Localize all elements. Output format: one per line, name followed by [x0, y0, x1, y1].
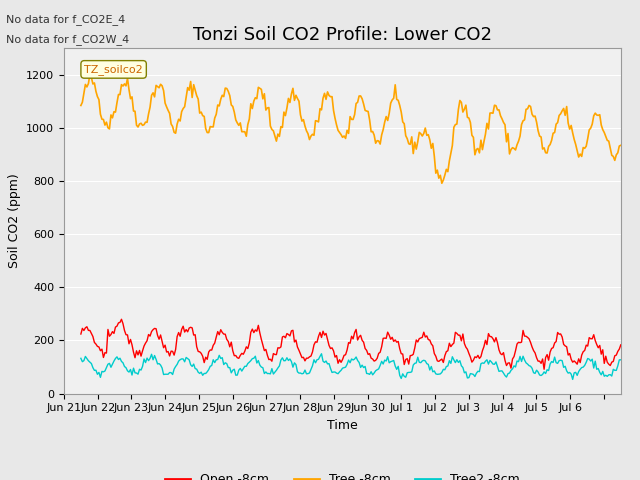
Y-axis label: Soil CO2 (ppm): Soil CO2 (ppm): [8, 173, 20, 268]
Legend: Open -8cm, Tree -8cm, Tree2 -8cm: Open -8cm, Tree -8cm, Tree2 -8cm: [159, 468, 525, 480]
Text: No data for f_CO2W_4: No data for f_CO2W_4: [6, 34, 130, 45]
Title: Tonzi Soil CO2 Profile: Lower CO2: Tonzi Soil CO2 Profile: Lower CO2: [193, 25, 492, 44]
Text: No data for f_CO2E_4: No data for f_CO2E_4: [6, 14, 125, 25]
Text: TZ_soilco2: TZ_soilco2: [84, 64, 143, 75]
X-axis label: Time: Time: [327, 419, 358, 432]
